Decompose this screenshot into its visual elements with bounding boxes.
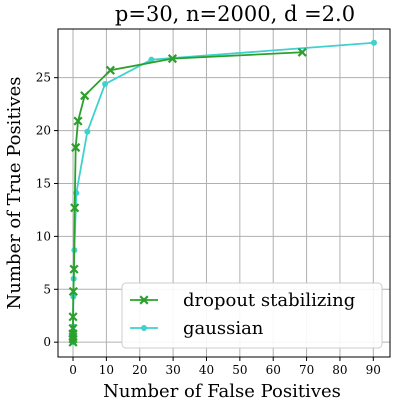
data-point-dropout xyxy=(68,332,78,342)
legend-marker xyxy=(139,295,149,305)
grid xyxy=(58,29,390,357)
data-point-dropout xyxy=(73,116,83,126)
marker-stroke xyxy=(105,65,115,75)
marker-stroke xyxy=(68,312,78,322)
data-point-dropout xyxy=(68,323,78,334)
y-axis-label: Number of True Positives xyxy=(4,77,25,310)
x-tick-label: 60 xyxy=(266,363,281,377)
data-point-dropout xyxy=(68,312,78,322)
marker-stroke xyxy=(167,54,178,64)
x-tick-label: 80 xyxy=(332,363,347,377)
x-tick-label: 70 xyxy=(299,363,314,377)
legend-entry-gaussian: gaussian xyxy=(130,318,264,339)
y-tick-label: 10 xyxy=(36,229,51,243)
marker-stroke xyxy=(68,323,78,334)
marker-stroke xyxy=(80,91,90,101)
y-tick-label: 5 xyxy=(43,282,51,296)
marker-stroke xyxy=(297,47,307,57)
marker-stroke xyxy=(69,264,79,274)
marker-stroke xyxy=(73,116,83,126)
x-tick-label: 10 xyxy=(99,363,114,377)
data-point-dropout xyxy=(68,286,78,296)
data-point-dropout xyxy=(167,54,178,64)
marker-stroke xyxy=(70,203,80,213)
data-point-dropout xyxy=(105,65,115,75)
series-layer xyxy=(68,39,377,347)
plot-frame xyxy=(57,28,391,358)
x-tick-label: 40 xyxy=(199,363,214,377)
data-point-gaussian xyxy=(102,81,109,88)
x-tick-label: 20 xyxy=(132,363,147,377)
data-point-gaussian xyxy=(84,128,91,135)
x-axis-label: Number of False Positives xyxy=(103,381,341,400)
data-point-dropout xyxy=(71,142,81,153)
y-tick-label: 25 xyxy=(36,71,51,85)
series-dropout xyxy=(68,47,307,347)
marker-stroke xyxy=(71,142,81,153)
data-point-dropout xyxy=(297,47,307,57)
x-tick-label: 0 xyxy=(69,363,77,377)
legend-box xyxy=(121,282,383,349)
x-tick-label: 90 xyxy=(366,363,381,377)
y-tick-label: 0 xyxy=(43,335,51,349)
ticks: 0 10 20 30 40 50 60 70 80 90 0 5 10 15 20 25 xyxy=(36,71,381,377)
legend-entry-dropout: dropout stabilizing xyxy=(130,290,355,311)
x-tick-label: 50 xyxy=(232,363,247,377)
data-point-dropout xyxy=(70,203,80,213)
chart-title: p=30, n=2000, d =2.0 xyxy=(115,2,355,26)
y-tick-label: 15 xyxy=(36,176,51,190)
y-tick-label: 20 xyxy=(36,124,51,138)
marker-stroke xyxy=(68,286,78,296)
data-point-dropout xyxy=(69,264,79,274)
data-point-gaussian xyxy=(370,39,377,46)
data-point-gaussian xyxy=(148,56,155,63)
legend-label: gaussian xyxy=(183,318,264,339)
marker-stroke xyxy=(139,295,149,305)
data-point-dropout xyxy=(80,91,90,101)
legend-label: dropout stabilizing xyxy=(183,290,355,311)
legend: dropout stabilizing gaussian xyxy=(121,282,383,349)
legend-marker xyxy=(141,325,147,331)
x-tick-label: 30 xyxy=(165,363,180,377)
marker-stroke xyxy=(68,332,78,342)
